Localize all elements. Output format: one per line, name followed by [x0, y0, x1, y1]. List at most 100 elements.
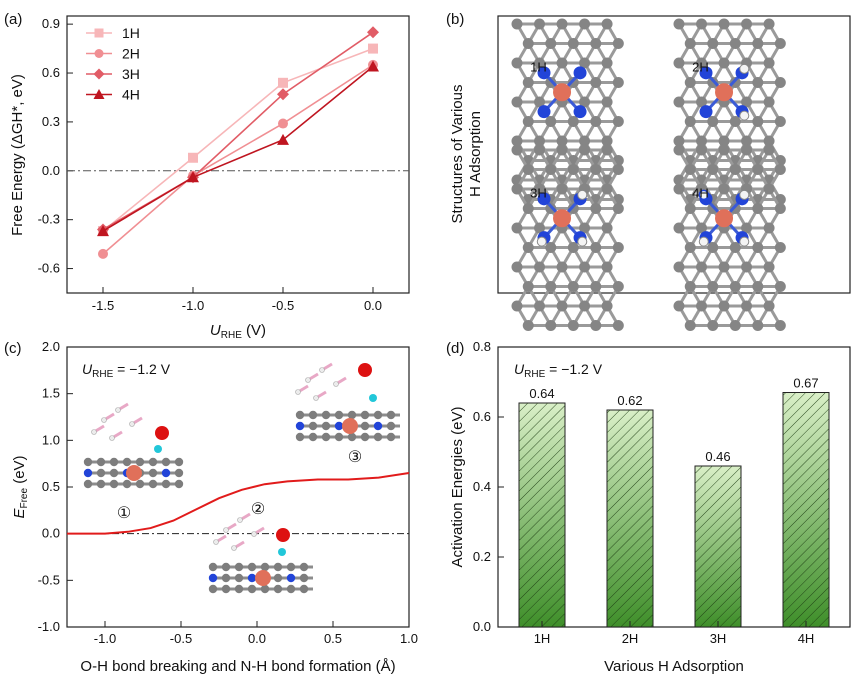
carbon-atom: [763, 183, 775, 195]
carbon-atom: [752, 242, 764, 253]
a-legend-label-3H: 3H: [122, 66, 140, 82]
a-y-tick-label-5: 0.9: [42, 16, 60, 31]
panel-a-y-ticks: -0.6 -0.3 0.0 0.3 0.6 0.9: [38, 16, 73, 276]
bar-value-label-4H: 0.67: [793, 376, 818, 391]
carbon-atom: [763, 300, 775, 312]
slab-atom: [360, 432, 370, 442]
nitrogen-atom: [537, 66, 551, 80]
carbon-atom: [511, 57, 523, 69]
c-x-tick-label-0: -1.0: [94, 631, 116, 646]
water-h: [115, 407, 121, 413]
carbon-atom: [534, 183, 546, 195]
carbon-atom: [673, 144, 685, 156]
slab-atom: [135, 457, 145, 467]
state-3-oxygen: [358, 363, 372, 377]
carbon-atom: [556, 183, 568, 195]
carbon-atom: [545, 38, 557, 49]
carbon-atom: [545, 320, 557, 331]
slab-atom: [273, 562, 283, 572]
state-1-waters: [91, 402, 143, 441]
water-h: [231, 545, 237, 551]
slab-atom: [334, 410, 344, 420]
hydrogen-atom: [536, 236, 547, 247]
d-y-tick-label-0: 0.0: [473, 619, 491, 634]
bar-value-label-2H: 0.62: [617, 393, 642, 408]
carbon-atom: [556, 18, 568, 30]
c-y-tick-label-6: 2.0: [42, 339, 60, 354]
panel-c-y-ticks: -1.0 -0.5 0.0 0.5 1.0 1.5 2.0: [38, 339, 73, 634]
carbon-atom: [511, 261, 523, 273]
carbon-atom: [741, 96, 753, 108]
hydrogen-atom: [739, 63, 750, 74]
carbon-atom: [579, 57, 591, 69]
carbon-atom: [612, 116, 624, 127]
carbon-atom: [763, 261, 775, 273]
carbon-atom: [707, 242, 719, 253]
carbon-atom: [684, 242, 696, 253]
hydrogen-atom: [698, 236, 709, 247]
a-point-1H-2: [278, 77, 288, 88]
structure-3H: 3H: [511, 144, 624, 331]
carbon-atom: [752, 77, 764, 88]
copper-atom: [715, 209, 734, 228]
water-h: [251, 531, 257, 537]
carbon-atom: [684, 203, 696, 214]
carbon-atom: [696, 222, 708, 234]
c-x-tick-label-2: 0.0: [248, 631, 266, 646]
panel-a-plot-frame: [66, 15, 410, 294]
slab-atom: [347, 432, 357, 442]
carbon-atom: [601, 261, 613, 273]
carbon-atom: [511, 96, 523, 108]
carbon-atom: [741, 18, 753, 30]
carbon-atom: [590, 203, 602, 214]
a-point-3H-3: [367, 26, 379, 39]
nitrogen-atom: [537, 105, 551, 119]
nitrogen-atom: [699, 66, 713, 80]
slab-atom: [83, 468, 93, 478]
slab-atom: [299, 573, 309, 583]
carbon-atom: [612, 242, 624, 253]
carbon-atom: [684, 164, 696, 175]
carbon-atom: [601, 57, 613, 69]
copper-atom: [126, 465, 142, 481]
carbon-atom: [729, 281, 741, 292]
slab-atom: [208, 562, 218, 572]
panel-a-x-title-main: U: [210, 322, 221, 339]
slab-atom: [295, 432, 305, 442]
nitrogen-atom: [699, 105, 713, 119]
bar-value-label-3H: 0.46: [705, 449, 730, 464]
panel-b-structures: (b) Structures of Various H Adsorption 1…: [446, 11, 851, 331]
nitrogen-atom: [537, 192, 551, 206]
carbon-atom: [590, 242, 602, 253]
carbon-atom: [522, 281, 534, 292]
carbon-atom: [718, 300, 730, 312]
d-y-tick-label-2: 0.4: [473, 479, 491, 494]
hydrogen-atom: [577, 189, 588, 200]
carbon-atom: [612, 203, 624, 214]
panel-d-bars: 0.64 1H 0.62 2H 0.46 3H 0.67 4H: [518, 376, 830, 646]
slab-atom: [286, 573, 296, 583]
carbon-atom: [718, 135, 730, 147]
slab-atom: [247, 584, 257, 594]
slab-atom: [161, 479, 171, 489]
slab-atom: [286, 562, 296, 572]
carbon-atom: [774, 77, 786, 88]
carbon-atom: [673, 183, 685, 195]
panel-b-label: (b): [446, 11, 464, 28]
panel-a-x-title-sub: RHE: [221, 330, 242, 341]
carbon-atom: [763, 96, 775, 108]
a-point-4H-3: [367, 60, 379, 72]
carbon-atom: [567, 38, 579, 49]
a-series-line-2H: [102, 64, 374, 255]
panel-a-y-axis-title: Free Energy (ΔGH*, eV): [9, 74, 26, 236]
carbon-atom: [752, 164, 764, 175]
slab-atom: [174, 468, 184, 478]
slab-atom: [260, 584, 270, 594]
slab-atom: [221, 584, 231, 594]
carbon-atom: [729, 164, 741, 175]
carbon-atom: [763, 222, 775, 234]
carbon-atom: [612, 77, 624, 88]
carbon-atom: [522, 38, 534, 49]
carbon-atom: [741, 135, 753, 147]
slab-atom: [122, 479, 132, 489]
